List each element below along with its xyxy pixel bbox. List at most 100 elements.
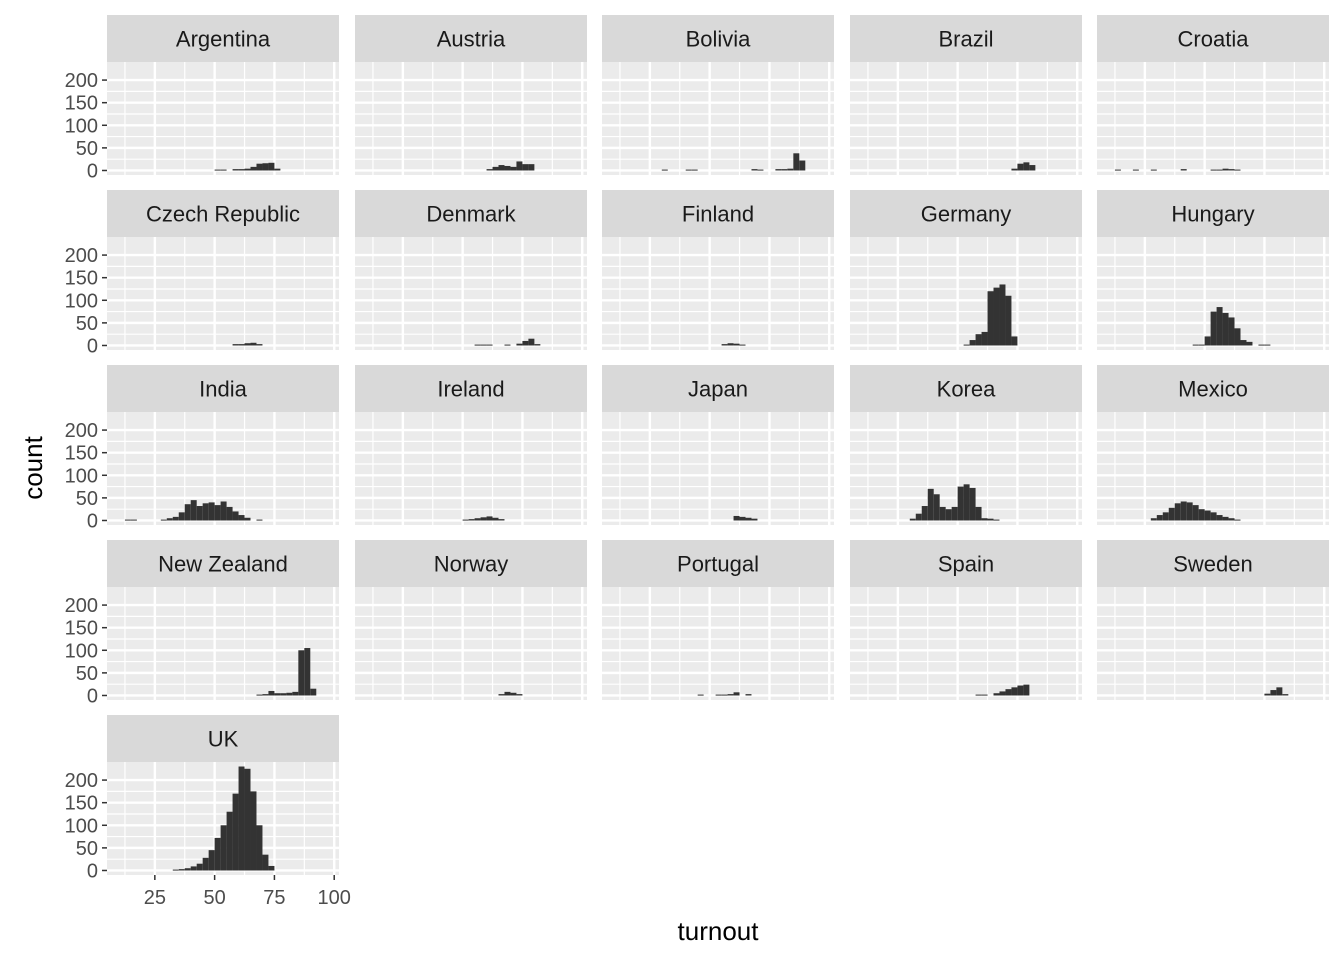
histogram-bar — [1228, 169, 1235, 171]
histogram-bar — [528, 164, 535, 171]
facet-strip-label: Czech Republic — [146, 202, 300, 227]
histogram-bar — [1258, 344, 1265, 346]
histogram-bar — [1162, 512, 1169, 521]
histogram-bar — [274, 693, 281, 696]
histogram-bar — [1023, 684, 1030, 696]
facet-strip — [602, 15, 834, 62]
facet-strip-label: Norway — [434, 552, 509, 577]
y-tick-label: 50 — [76, 488, 98, 510]
histogram-bar — [975, 334, 982, 346]
y-tick-label: 100 — [65, 465, 98, 487]
histogram-bar — [238, 515, 245, 521]
histogram-bar — [1282, 694, 1289, 696]
y-tick-label: 200 — [65, 770, 98, 792]
histogram-bar — [220, 501, 227, 521]
facet-hungary: Hungary — [1097, 190, 1329, 350]
histogram-bar — [244, 343, 251, 346]
histogram-bar — [256, 519, 263, 521]
histogram-bar — [1011, 687, 1018, 696]
histogram-bar — [492, 166, 499, 171]
histogram-bar — [1023, 162, 1030, 171]
histogram-bar — [516, 694, 523, 696]
y-tick-label: 100 — [65, 815, 98, 837]
histogram-bar — [721, 694, 728, 696]
histogram-bar — [1276, 687, 1283, 696]
histogram-bar — [468, 519, 475, 521]
y-tick-label: 0 — [87, 160, 98, 182]
histogram-bar — [1222, 312, 1229, 346]
histogram-bar — [981, 331, 988, 346]
histogram-bar — [993, 519, 1000, 521]
histogram-bar — [178, 512, 185, 521]
y-tick-label: 100 — [65, 115, 98, 137]
histogram-bar — [304, 648, 311, 696]
histogram-bar — [957, 486, 964, 521]
facet-strip — [355, 190, 587, 237]
histogram-bar — [208, 850, 215, 871]
histogram-bar — [1186, 502, 1193, 521]
histogram-bar — [214, 505, 221, 521]
facet-strip-label: Mexico — [1178, 377, 1248, 402]
histogram-bar — [220, 825, 227, 871]
facet-strip — [850, 190, 1082, 237]
histogram-bar — [787, 168, 794, 171]
histogram-bar — [262, 694, 269, 696]
facet-strip — [1097, 15, 1329, 62]
histogram-bar — [160, 519, 167, 521]
histogram-bar — [1216, 307, 1223, 346]
histogram-bar — [250, 342, 257, 346]
y-tick-label: 150 — [65, 268, 98, 290]
histogram-bar — [262, 163, 269, 171]
facet-strip-label: Bolivia — [686, 27, 752, 52]
facet-strip — [355, 15, 587, 62]
histogram-bar — [184, 868, 191, 871]
histogram-bar — [1168, 507, 1175, 521]
histogram-bar — [969, 340, 976, 346]
y-tick-label: 200 — [65, 420, 98, 442]
histogram-bar — [1198, 509, 1205, 521]
histogram-bar — [993, 693, 1000, 696]
histogram-bar — [1222, 168, 1229, 171]
histogram-bar — [1005, 689, 1012, 696]
facet-strip-label: Sweden — [1173, 552, 1253, 577]
y-tick-label: 200 — [65, 595, 98, 617]
facet-croatia: Croatia — [1097, 15, 1329, 175]
facet-strip — [850, 365, 1082, 412]
histogram-bar — [1216, 169, 1223, 171]
y-tick-label: 0 — [87, 510, 98, 532]
histogram-bar — [244, 517, 251, 521]
facet-strip — [107, 365, 339, 412]
facet-strip — [1097, 190, 1329, 237]
facet-strip-label: Portugal — [677, 552, 759, 577]
y-tick-label: 0 — [87, 860, 98, 882]
histogram-bar — [661, 169, 668, 171]
histogram-bar — [715, 694, 722, 696]
histogram-bar — [190, 866, 197, 871]
histogram-bar — [250, 166, 257, 171]
facet-strip — [107, 540, 339, 587]
histogram-bar — [256, 163, 263, 171]
histogram-bar — [1234, 519, 1241, 521]
facet-strip-label: Croatia — [1178, 27, 1250, 52]
histogram-bar — [298, 650, 305, 696]
histogram-bar — [933, 494, 940, 521]
y-tick-label: 150 — [65, 443, 98, 465]
histogram-bar — [1222, 516, 1229, 521]
histogram-bar — [1180, 501, 1187, 521]
histogram-bar — [999, 284, 1006, 346]
histogram-bar — [256, 344, 263, 346]
histogram-bar — [238, 169, 245, 171]
histogram-bar — [130, 519, 137, 521]
y-tick-label: 200 — [65, 70, 98, 92]
histogram-bar — [202, 857, 209, 871]
histogram-bar — [739, 344, 746, 346]
histogram-bar — [1180, 169, 1187, 171]
histogram-bar — [733, 515, 740, 521]
histogram-bar — [1270, 690, 1277, 696]
histogram-bar — [963, 484, 970, 521]
y-tick-label: 100 — [65, 640, 98, 662]
